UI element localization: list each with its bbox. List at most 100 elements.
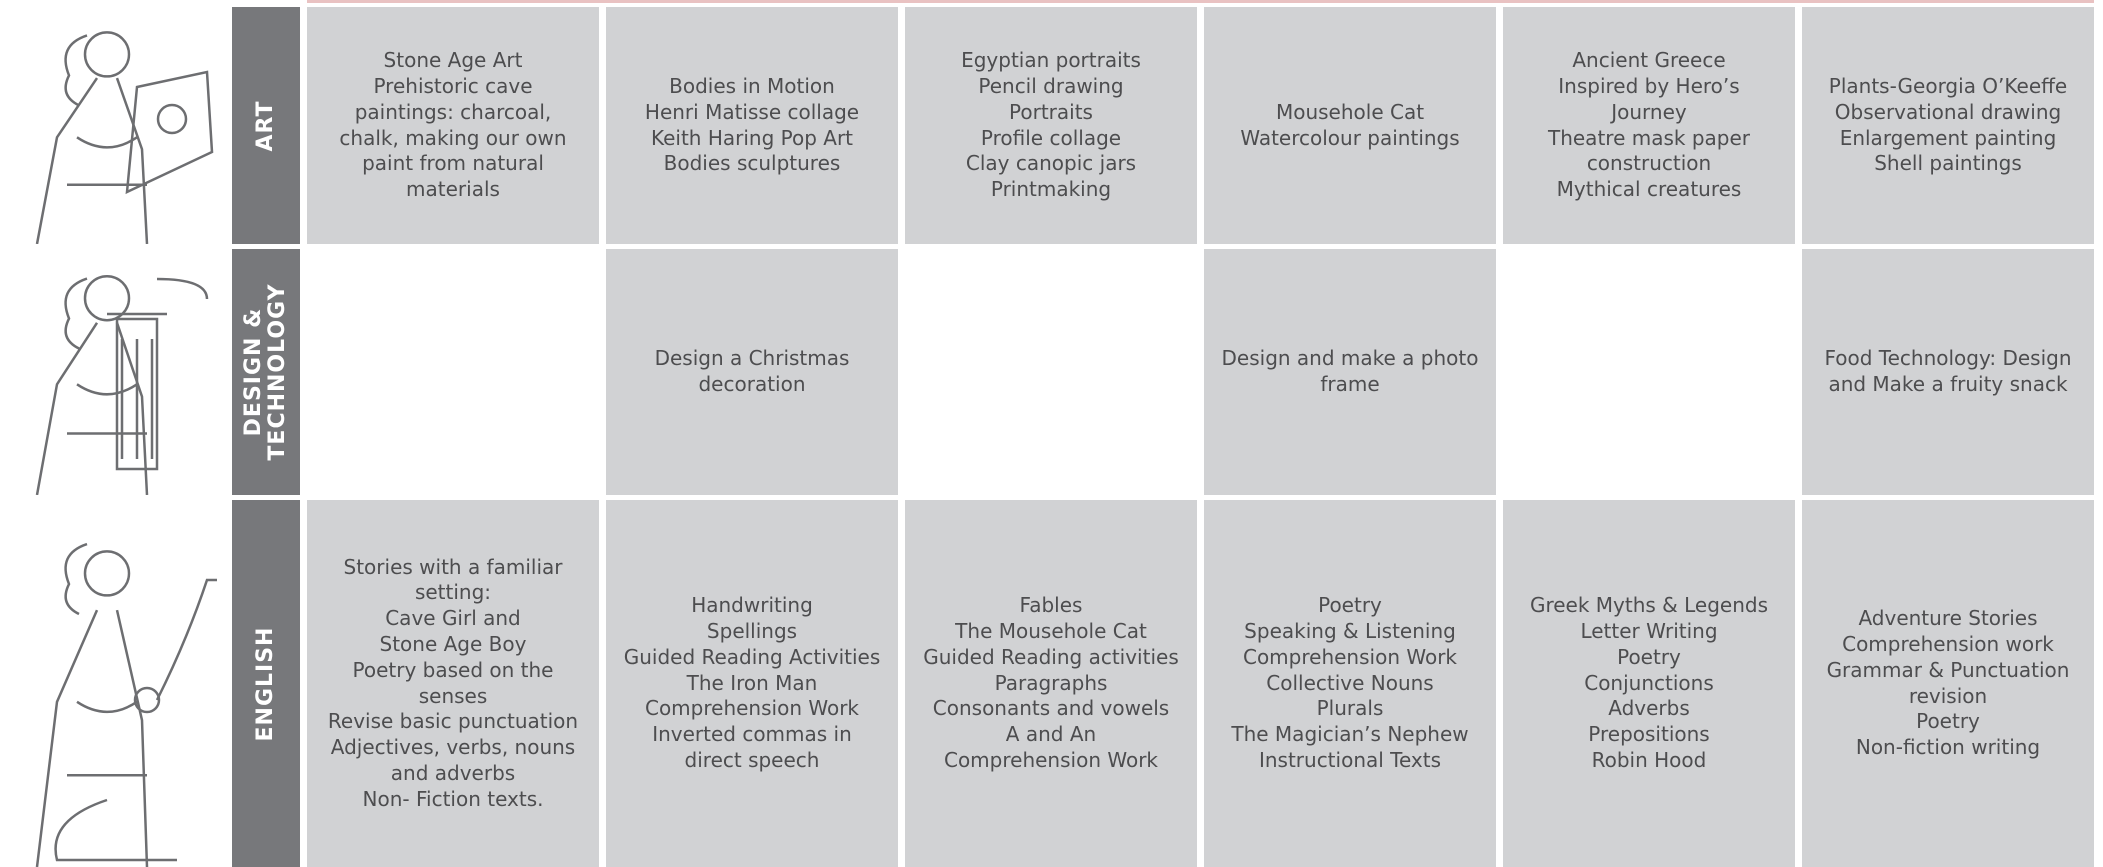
topic-line: Guided Reading activities [923,644,1179,669]
topic-line: Inverted commas in [652,722,852,747]
topic-line: Letter Writing [1580,619,1718,643]
topic-cell: Design a Christmas decoration [606,249,898,495]
illustration-cell [7,7,225,244]
topic-line: construction [1586,151,1712,176]
topic-cell: Egyptian portraits Pencil drawing Portrait… [905,7,1197,244]
subject-text: DESIGN & TECHNOLOGY [241,283,290,461]
topic-line: Instructional Texts [1258,747,1442,772]
topic-line: materials [406,177,500,202]
topic-cell: Handwriting Spellings Guided Reading Activ… [606,500,898,867]
topic-line: Cave Girl and [385,606,521,631]
topic-line: Comprehension work [1842,631,2054,656]
topic-cell [905,249,1197,495]
top-rule [307,0,2094,3]
topic-line: Inspired by Hero’s [1558,73,1740,98]
topic-line: Comprehension Work [1242,644,1457,669]
topic-line: Bodies sculptures [663,151,841,176]
topic-line: and Make a fruity snack [1828,372,2068,396]
illustration-cell [7,500,225,867]
topic-line: Consonants and vowels [932,696,1170,721]
topic-line: The Iron Man [686,670,818,695]
topic-cell: Stone Age Art Prehistoric cave paintings: … [307,7,599,244]
topic-line: Keith Haring Pop Art [650,125,854,150]
topic-line: The Magician’s Nephew [1231,722,1469,747]
topic-cell: Plants-Georgia O’Keeffe Observational dra… [1802,7,2094,244]
topic-cell: Stories with a familiar setting: Cave Girl… [307,500,599,867]
topic-line: Speaking & Listening [1244,619,1456,643]
illustration [35,542,217,867]
subject-label: ENGLISH [232,500,300,867]
topic-cell: Greek Myths & Legends Letter Writing Poetr… [1503,500,1795,867]
topic-line: Poetry based on the [352,657,554,682]
topic-line: Grammar & Punctuation [1826,657,2070,682]
topic-line: revision [1908,683,1988,708]
topic-line: paint from natural [362,151,544,176]
topic-line: Comprehension Work [943,747,1158,772]
topic-line: Henri Matisse collage [644,99,860,124]
topic-cell: Bodies in Motion Henri Matisse collage Kei… [606,7,898,244]
curriculum-table: ART Stone Age Art Prehistoric cave painting… [7,7,2094,867]
topic-line: Journey [1611,99,1687,124]
topic-line: Food Technology: Design [1824,346,2072,371]
topic-line: Watercolour paintings [1240,125,1460,150]
topic-line: Stone Age Art [383,48,523,73]
topic-line: Adventure Stories [1858,606,2038,631]
topic-cell: Mousehole Cat Watercolour paintings [1204,7,1496,244]
topic-line: paintings: charcoal, [354,99,552,124]
topic-line: Design and make a photo [1221,346,1479,371]
topic-line: Shell paintings [1874,151,2022,176]
topic-line: Revise basic punctuation [327,709,579,734]
illustration-cell [7,249,225,495]
topic-line: Design a Christmas [654,346,850,371]
topic-line: Plants-Georgia O’Keeffe [1828,73,2068,98]
topic-cell [307,249,599,495]
subject-text: ENGLISH [253,626,278,741]
topic-line: senses [418,683,488,708]
topic-line: Paragraphs [994,670,1108,695]
topic-line: direct speech [684,747,820,772]
topic-cell: Food Technology: Design and Make a fruity… [1802,249,2094,495]
topic-line: Prehistoric cave [373,73,533,98]
topic-line: setting: [414,580,492,605]
topic-line: Plurals [1316,696,1384,721]
topic-line: frame [1320,372,1380,396]
topic-line: Mythical creatures [1556,177,1742,202]
topic-line: Spellings [706,619,798,643]
topic-line: Theatre mask paper [1547,125,1750,150]
topic-line: Portraits [1009,99,1093,124]
topic-line: Clay canopic jars [965,151,1137,176]
topic-line: Enlargement painting [1839,125,2057,150]
topic-line: Stone Age Boy [379,631,527,656]
topic-line: Poetry [1318,593,1382,618]
topic-line: decoration [698,372,806,396]
topic-line: Stories with a familiar [343,554,563,579]
topic-cell: Design and make a photo frame [1204,249,1496,495]
subject-label: DESIGN & TECHNOLOGY [232,249,300,495]
topic-line: Profile collage [980,125,1122,150]
topic-line: and adverbs [390,760,516,785]
topic-line: Guided Reading Activities [623,644,881,669]
topic-cell: Ancient Greece Inspired by Hero’s Journey T… [1503,7,1795,244]
topic-line: Pencil drawing [978,73,1124,98]
topic-line: Non- Fiction texts. [362,786,544,811]
topic-line: Comprehension Work [644,696,859,721]
topic-line: Printmaking [990,177,1112,202]
topic-line: Poetry [1916,709,1980,734]
topic-line: Greek Myths & Legends [1529,593,1769,618]
topic-line: Mousehole Cat [1275,99,1425,124]
topic-line: Adjectives, verbs, nouns [330,735,576,760]
illustration [35,274,209,495]
subject-label: ART [232,7,300,244]
topic-cell [1503,249,1795,495]
topic-line: chalk, making our own [339,125,567,150]
topic-line: Bodies in Motion [669,73,835,98]
topic-line: Non-fiction writing [1855,735,2041,760]
topic-cell: Adventure Stories Comprehension work Gramm… [1802,500,2094,867]
topic-line: Observational drawing [1834,99,2062,124]
topic-line: A and An [1005,722,1097,747]
topic-cell: Fables The Mousehole Cat Guided Reading ac… [905,500,1197,867]
topic-line: Robin Hood [1591,747,1707,772]
topic-line: Prepositions [1588,722,1710,747]
topic-line: Ancient Greece [1572,48,1726,73]
